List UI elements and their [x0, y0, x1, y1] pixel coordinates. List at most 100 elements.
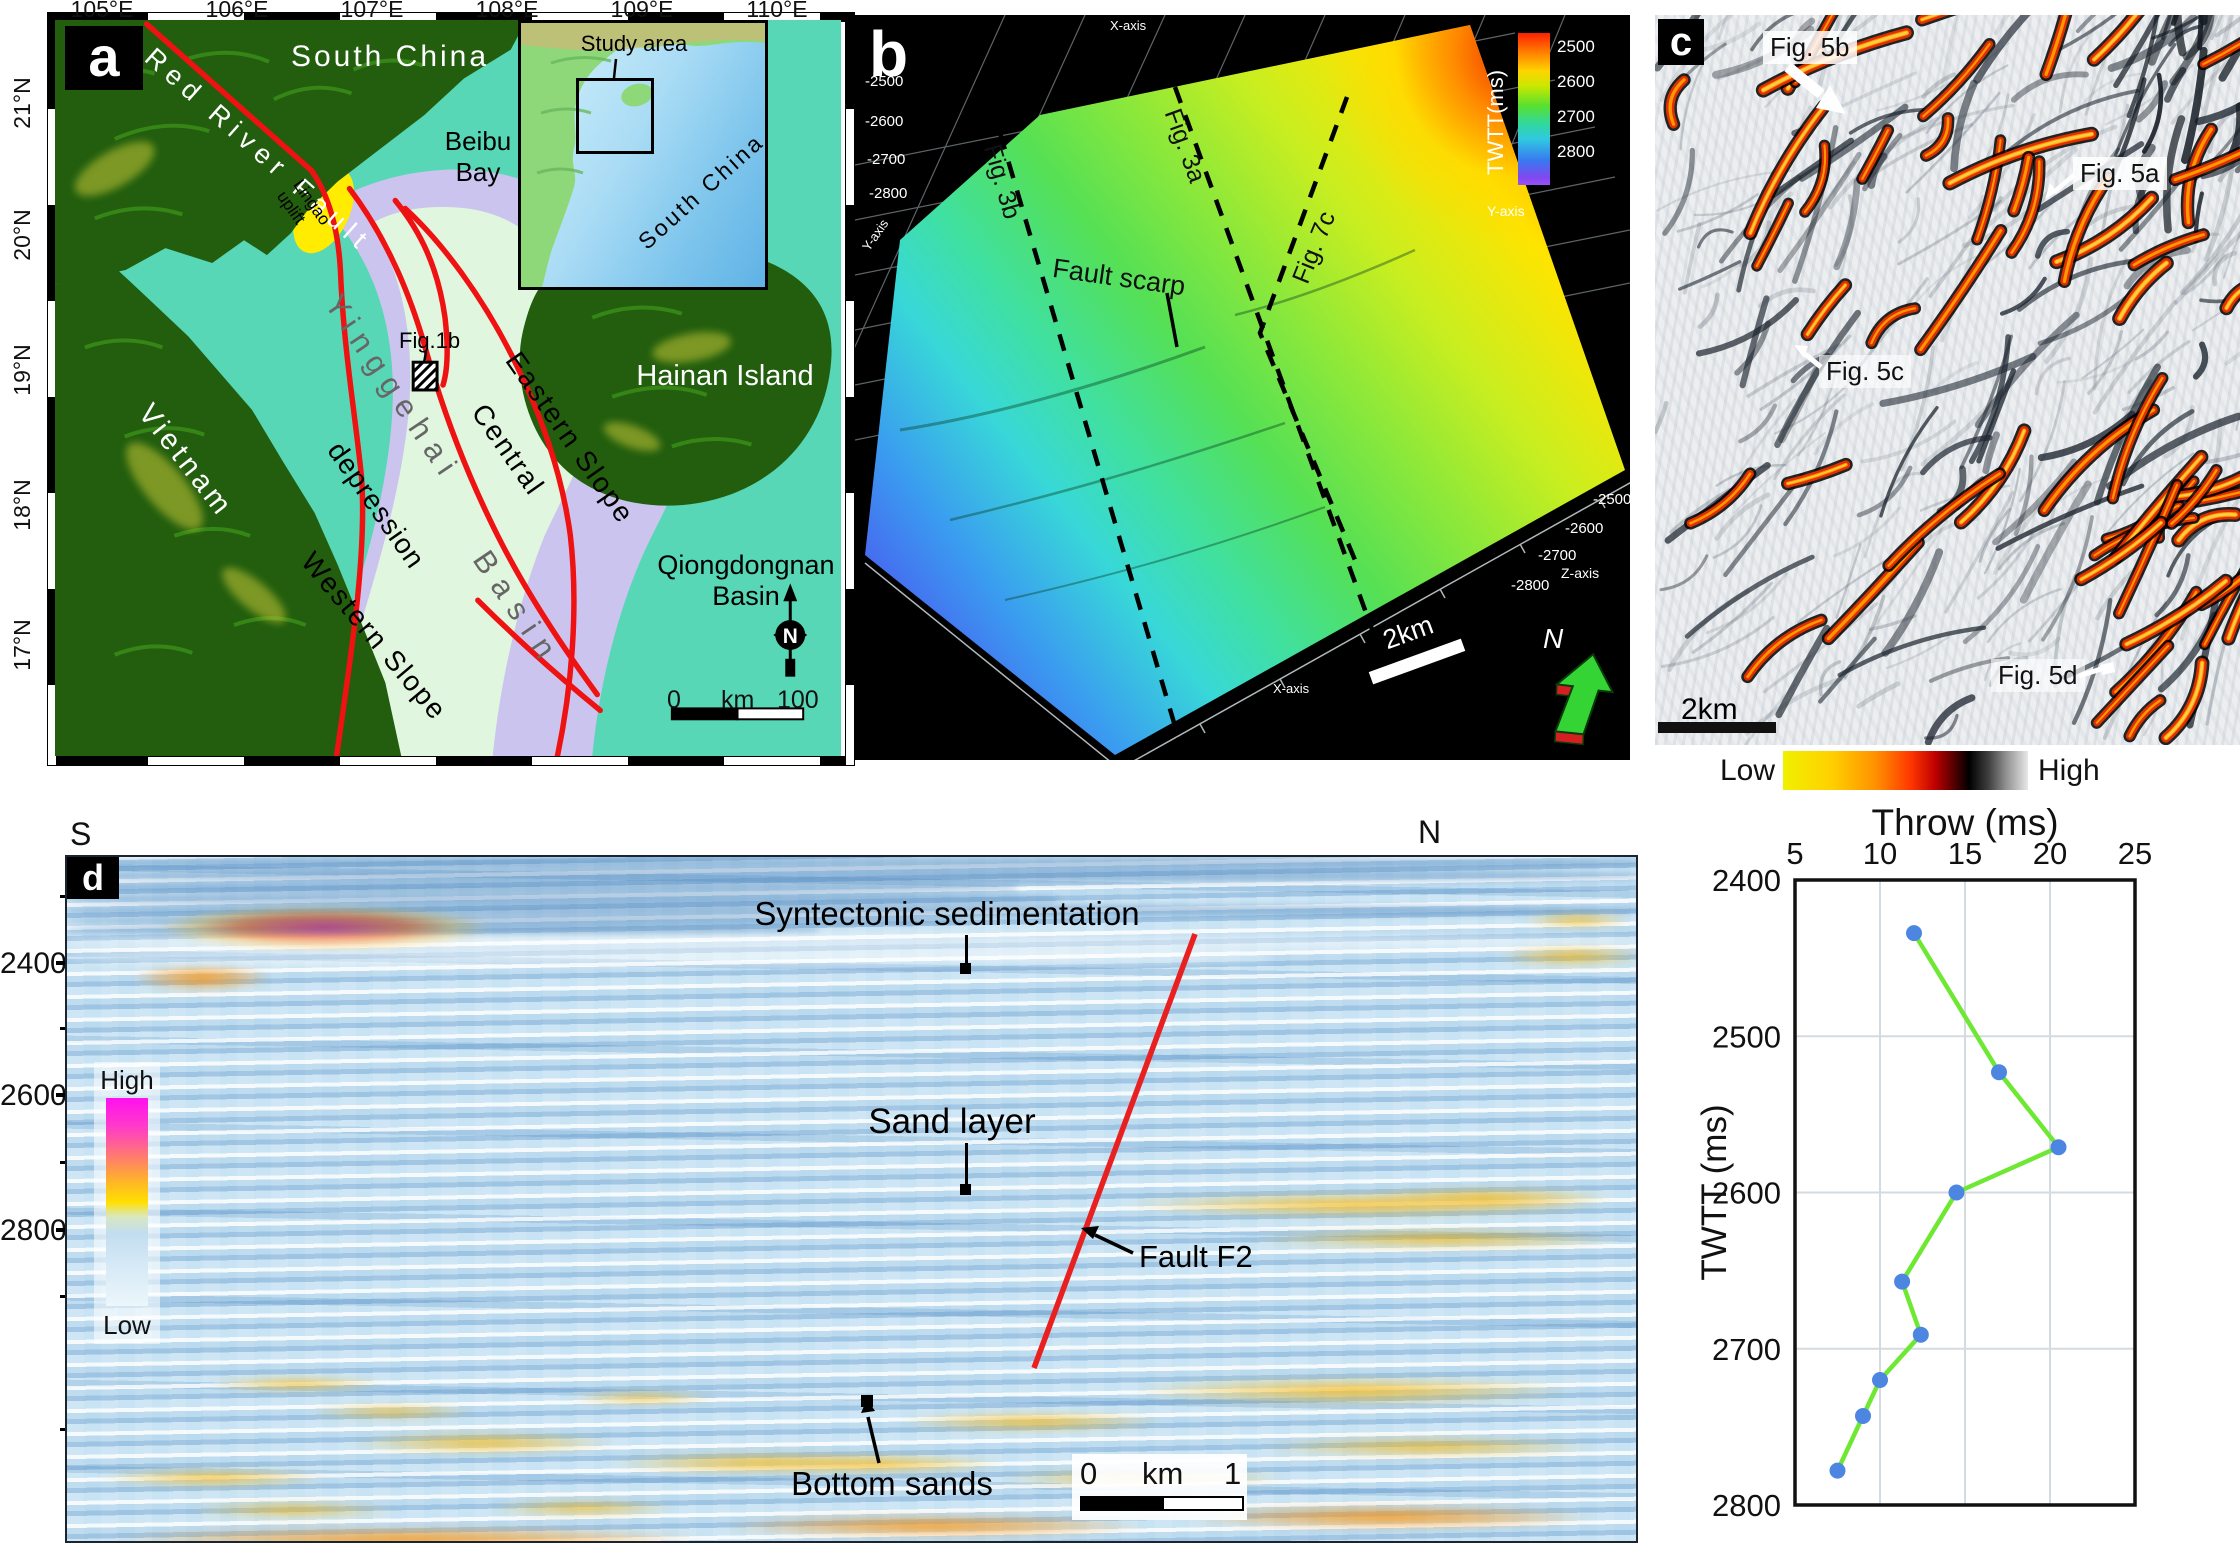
lon-label: 106°E	[205, 0, 269, 22]
svg-text:15: 15	[1948, 836, 1982, 871]
panel-c-arrows	[1784, 62, 2115, 679]
lat-label: 21°N	[9, 77, 35, 129]
d-axis-tick: 2400	[0, 947, 67, 980]
d-colorbar-panel: High Low	[94, 1062, 160, 1344]
map-frame-right	[845, 12, 855, 766]
label-hainan-island: Hainan Island	[636, 360, 814, 392]
d-tick-major	[56, 961, 68, 965]
fault-f2-line	[1031, 933, 1198, 1369]
terrain-texture	[74, 50, 753, 657]
label-south-china: South China	[290, 40, 490, 73]
map-frame-bottom	[51, 756, 851, 766]
d-scalebar-unit: km	[1142, 1456, 1184, 1491]
d-tick-minor	[60, 1295, 68, 1298]
scalebar-a-unit: km	[721, 686, 755, 714]
annotation-fig5a: Fig. 5a	[2073, 157, 2167, 190]
fig1b-locator-box	[411, 360, 439, 392]
c-scalebar-label: 2km	[1681, 693, 1738, 726]
b-left-tick: -2500	[865, 73, 904, 90]
svg-text:TWTT (ms): TWTT (ms)	[1700, 1104, 1734, 1280]
section-lines	[997, 86, 1388, 760]
fig5a-arrow-icon	[2045, 183, 2057, 199]
terrain-highland	[74, 141, 732, 623]
svg-text:20: 20	[2033, 836, 2067, 871]
scalebar-a-start: 0	[667, 686, 681, 714]
d-colorbar-low: Low	[103, 1310, 151, 1340]
fault-f2-arrow-icon	[1081, 1226, 1099, 1239]
annotation-fig5b: Fig. 5b	[1763, 31, 1857, 64]
b-z-axis-label: Z-axis	[1561, 565, 1600, 581]
label-fig1b: Fig.1b	[399, 328, 461, 353]
d-tick-major	[56, 1228, 68, 1232]
d-tick-minor	[60, 1428, 68, 1431]
d-tick-major	[56, 1093, 68, 1097]
twtt-colorbar	[1518, 33, 1550, 185]
annotation-fig5c: Fig. 5c	[1819, 355, 1912, 388]
panel-c-coherence-map: c Fig. 5b Fig. 5a Fig. 5c Fig. 5d 2km	[1655, 15, 2240, 745]
annotation-bottom-sands: Bottom sands	[791, 1465, 993, 1502]
lon-label: 107°E	[340, 0, 404, 22]
b-right-tick: -2800	[1511, 577, 1550, 594]
b-y-axis-right-label: Y-axis	[1487, 203, 1525, 219]
svg-text:2600: 2600	[1712, 1176, 1781, 1211]
fig5c-arrow-icon	[1794, 345, 1808, 358]
coherence-colorbar	[1783, 751, 2028, 790]
panel-d-seismic-section: d High Low Syntectonic sedimentation San…	[65, 855, 1638, 1543]
lat-label: 17°N	[9, 619, 35, 671]
d-axis-tick: 2800	[0, 1214, 67, 1247]
annotation-fig5d: Fig. 5d	[1991, 659, 2085, 692]
panel-c-label: c	[1658, 19, 1704, 65]
svg-text:25: 25	[2118, 836, 2152, 871]
inset-land	[521, 23, 765, 287]
compass-icon: N	[773, 583, 808, 677]
twtt-cb-tick: 2700	[1557, 107, 1595, 126]
d-orientation-south: S	[70, 816, 92, 852]
d-axis-tick: 2600	[0, 1079, 67, 1112]
d-scalebar-end: 1	[1224, 1456, 1242, 1491]
svg-text:2400: 2400	[1712, 863, 1781, 898]
red-river-fault-line	[143, 21, 315, 174]
scalebar-a-bar	[670, 707, 805, 721]
inset-study-area-box	[576, 78, 654, 154]
lon-label: 109°E	[610, 0, 674, 22]
svg-text:N: N	[783, 625, 798, 648]
d-tick-minor	[60, 1161, 68, 1164]
inset-study-area-label: Study area	[580, 31, 688, 56]
panel-b-annotations-svg	[899, 86, 1615, 760]
panel-b-3d-surface: b -2500 -2600 -2700 -2800 Y-axis X-axis …	[855, 15, 1630, 760]
lon-label: 105°E	[70, 0, 134, 22]
d-tick-minor	[60, 895, 68, 898]
twtt-cb-tick: 2800	[1557, 142, 1595, 161]
panel-d-label: d	[67, 857, 119, 899]
scalebar-a-end: 100	[777, 686, 819, 714]
d-scalebar-panel: 0 km 1	[1072, 1454, 1247, 1520]
annotation-fault-f2: Fault F2	[1139, 1239, 1253, 1274]
label-beibu-bay: Beibu Bay	[444, 126, 512, 188]
lat-label: 19°N	[9, 344, 35, 396]
panel-b-label: b	[869, 18, 909, 90]
fault-scarp-pointer	[1165, 292, 1179, 348]
b-right-tick: -2500	[1593, 491, 1630, 508]
svg-text:2800: 2800	[1712, 1488, 1781, 1523]
north-arrow-3d-icon	[1553, 652, 1615, 746]
throw-twtt-chart: 5 10 15 20 25 2400 2500 2600 2700 2800 Throw (ms) T…	[1700, 802, 2152, 1523]
panel-a-map: N a South China Beibu Bay Red River Faul…	[55, 20, 841, 756]
fig5d-arrow-icon	[2100, 662, 2115, 675]
d-colorbar-gradient	[106, 1098, 148, 1306]
twtt-cb-tick: 2500	[1557, 37, 1595, 56]
panel-a-geology: N	[55, 20, 832, 756]
b-left-tick: -2600	[865, 113, 904, 130]
annotation-syntectonic: Syntectonic sedimentation	[754, 895, 1140, 932]
fig5b-arrow-icon	[1816, 85, 1846, 114]
lat-label: 18°N	[9, 479, 35, 531]
coherence-texture	[1655, 15, 2240, 745]
b-left-tick: -2800	[869, 185, 908, 202]
d-scalebar-start: 0	[1080, 1456, 1098, 1491]
b-left-tick: -2700	[867, 151, 906, 168]
b-right-tick: -2700	[1538, 547, 1577, 564]
svg-text:2700: 2700	[1712, 1332, 1781, 1367]
svg-text:10: 10	[1863, 836, 1897, 871]
d-colorbar-high: High	[100, 1065, 154, 1095]
coherence-cb-high: High	[2038, 754, 2100, 787]
